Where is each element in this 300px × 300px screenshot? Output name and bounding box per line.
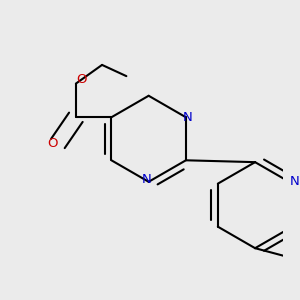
Text: N: N bbox=[142, 173, 152, 186]
Text: N: N bbox=[289, 175, 299, 188]
Text: N: N bbox=[183, 111, 193, 124]
Text: O: O bbox=[76, 74, 87, 86]
Text: O: O bbox=[47, 137, 58, 150]
